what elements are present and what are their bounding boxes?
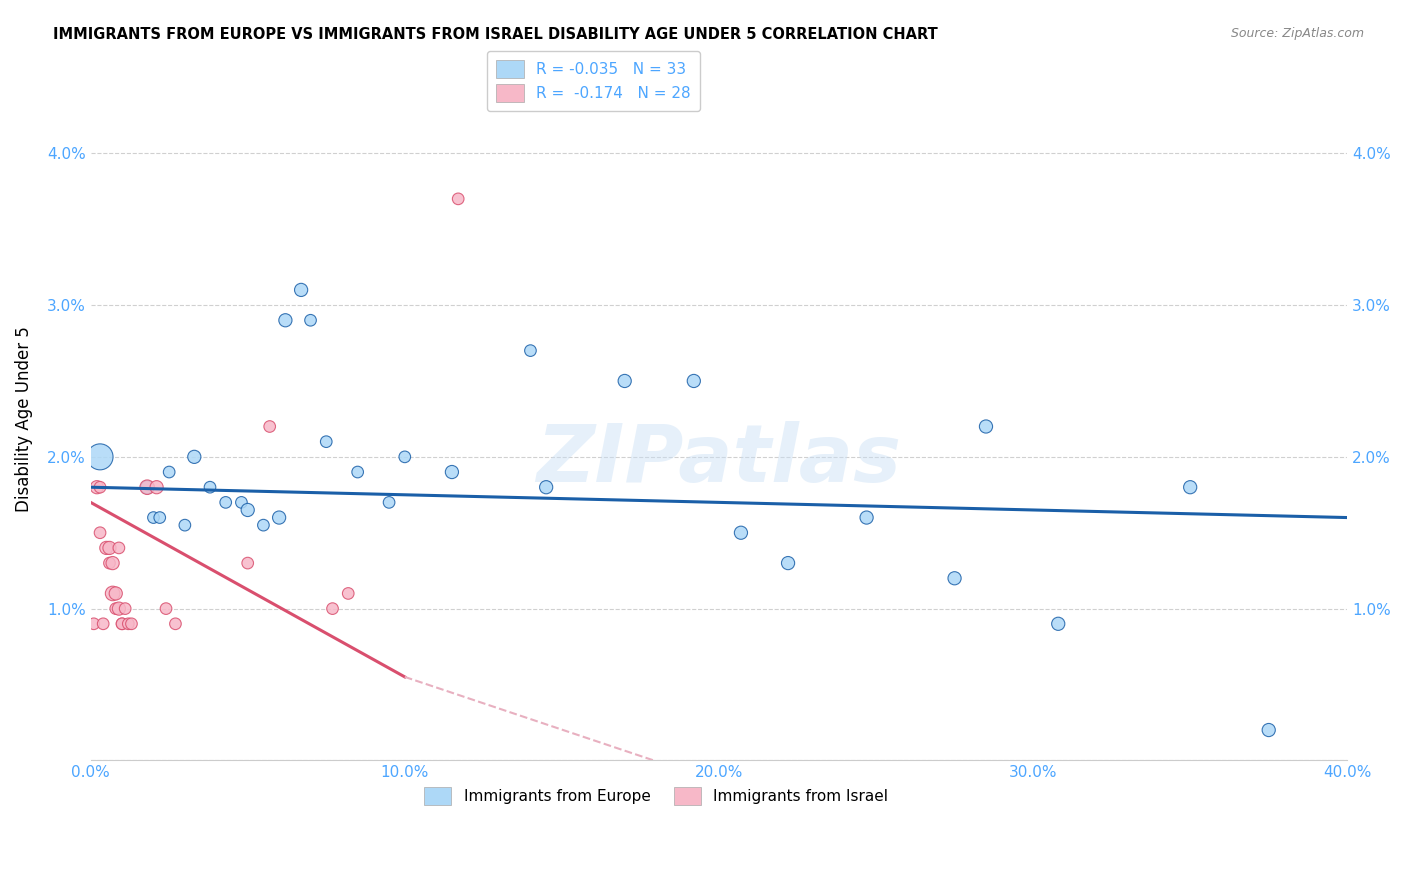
- Point: [730, 525, 752, 540]
- Point: [83, 616, 105, 631]
- Point: [89, 525, 111, 540]
- Point: [315, 434, 337, 449]
- Point: [322, 601, 344, 615]
- Point: [299, 313, 322, 327]
- Point: [108, 601, 131, 615]
- Point: [447, 192, 470, 206]
- Point: [215, 495, 238, 509]
- Text: ZIPatlas: ZIPatlas: [537, 421, 901, 499]
- Point: [111, 616, 134, 631]
- Point: [89, 480, 111, 494]
- Point: [111, 616, 134, 631]
- Point: [1047, 616, 1070, 631]
- Point: [943, 571, 966, 585]
- Point: [117, 616, 139, 631]
- Point: [198, 480, 221, 494]
- Point: [173, 518, 195, 533]
- Text: Source: ZipAtlas.com: Source: ZipAtlas.com: [1230, 27, 1364, 40]
- Point: [98, 541, 121, 555]
- Point: [346, 465, 368, 479]
- Point: [108, 541, 131, 555]
- Point: [1257, 723, 1279, 737]
- Point: [236, 556, 259, 570]
- Point: [98, 556, 121, 570]
- Point: [259, 419, 281, 434]
- Point: [274, 313, 297, 327]
- Point: [165, 616, 187, 631]
- Point: [96, 541, 118, 555]
- Point: [613, 374, 636, 388]
- Point: [86, 480, 108, 494]
- Point: [252, 518, 274, 533]
- Point: [104, 586, 127, 600]
- Point: [776, 556, 799, 570]
- Point: [682, 374, 704, 388]
- Point: [104, 601, 127, 615]
- Point: [91, 616, 114, 631]
- Point: [337, 586, 360, 600]
- Point: [290, 283, 312, 297]
- Point: [136, 480, 159, 494]
- Point: [145, 480, 167, 494]
- Point: [157, 465, 180, 479]
- Point: [534, 480, 557, 494]
- Point: [89, 450, 111, 464]
- Point: [855, 510, 877, 524]
- Point: [149, 510, 172, 524]
- Point: [394, 450, 416, 464]
- Point: [974, 419, 997, 434]
- Point: [101, 556, 124, 570]
- Legend: Immigrants from Europe, Immigrants from Israel: Immigrants from Europe, Immigrants from …: [415, 778, 897, 814]
- Point: [114, 601, 136, 615]
- Point: [231, 495, 253, 509]
- Point: [136, 480, 159, 494]
- Point: [269, 510, 291, 524]
- Point: [183, 450, 205, 464]
- Point: [155, 601, 177, 615]
- Y-axis label: Disability Age Under 5: Disability Age Under 5: [15, 326, 32, 512]
- Point: [440, 465, 463, 479]
- Point: [378, 495, 401, 509]
- Text: IMMIGRANTS FROM EUROPE VS IMMIGRANTS FROM ISRAEL DISABILITY AGE UNDER 5 CORRELAT: IMMIGRANTS FROM EUROPE VS IMMIGRANTS FRO…: [53, 27, 938, 42]
- Point: [142, 510, 165, 524]
- Point: [121, 616, 143, 631]
- Point: [519, 343, 541, 358]
- Point: [236, 503, 259, 517]
- Point: [101, 586, 124, 600]
- Point: [1180, 480, 1202, 494]
